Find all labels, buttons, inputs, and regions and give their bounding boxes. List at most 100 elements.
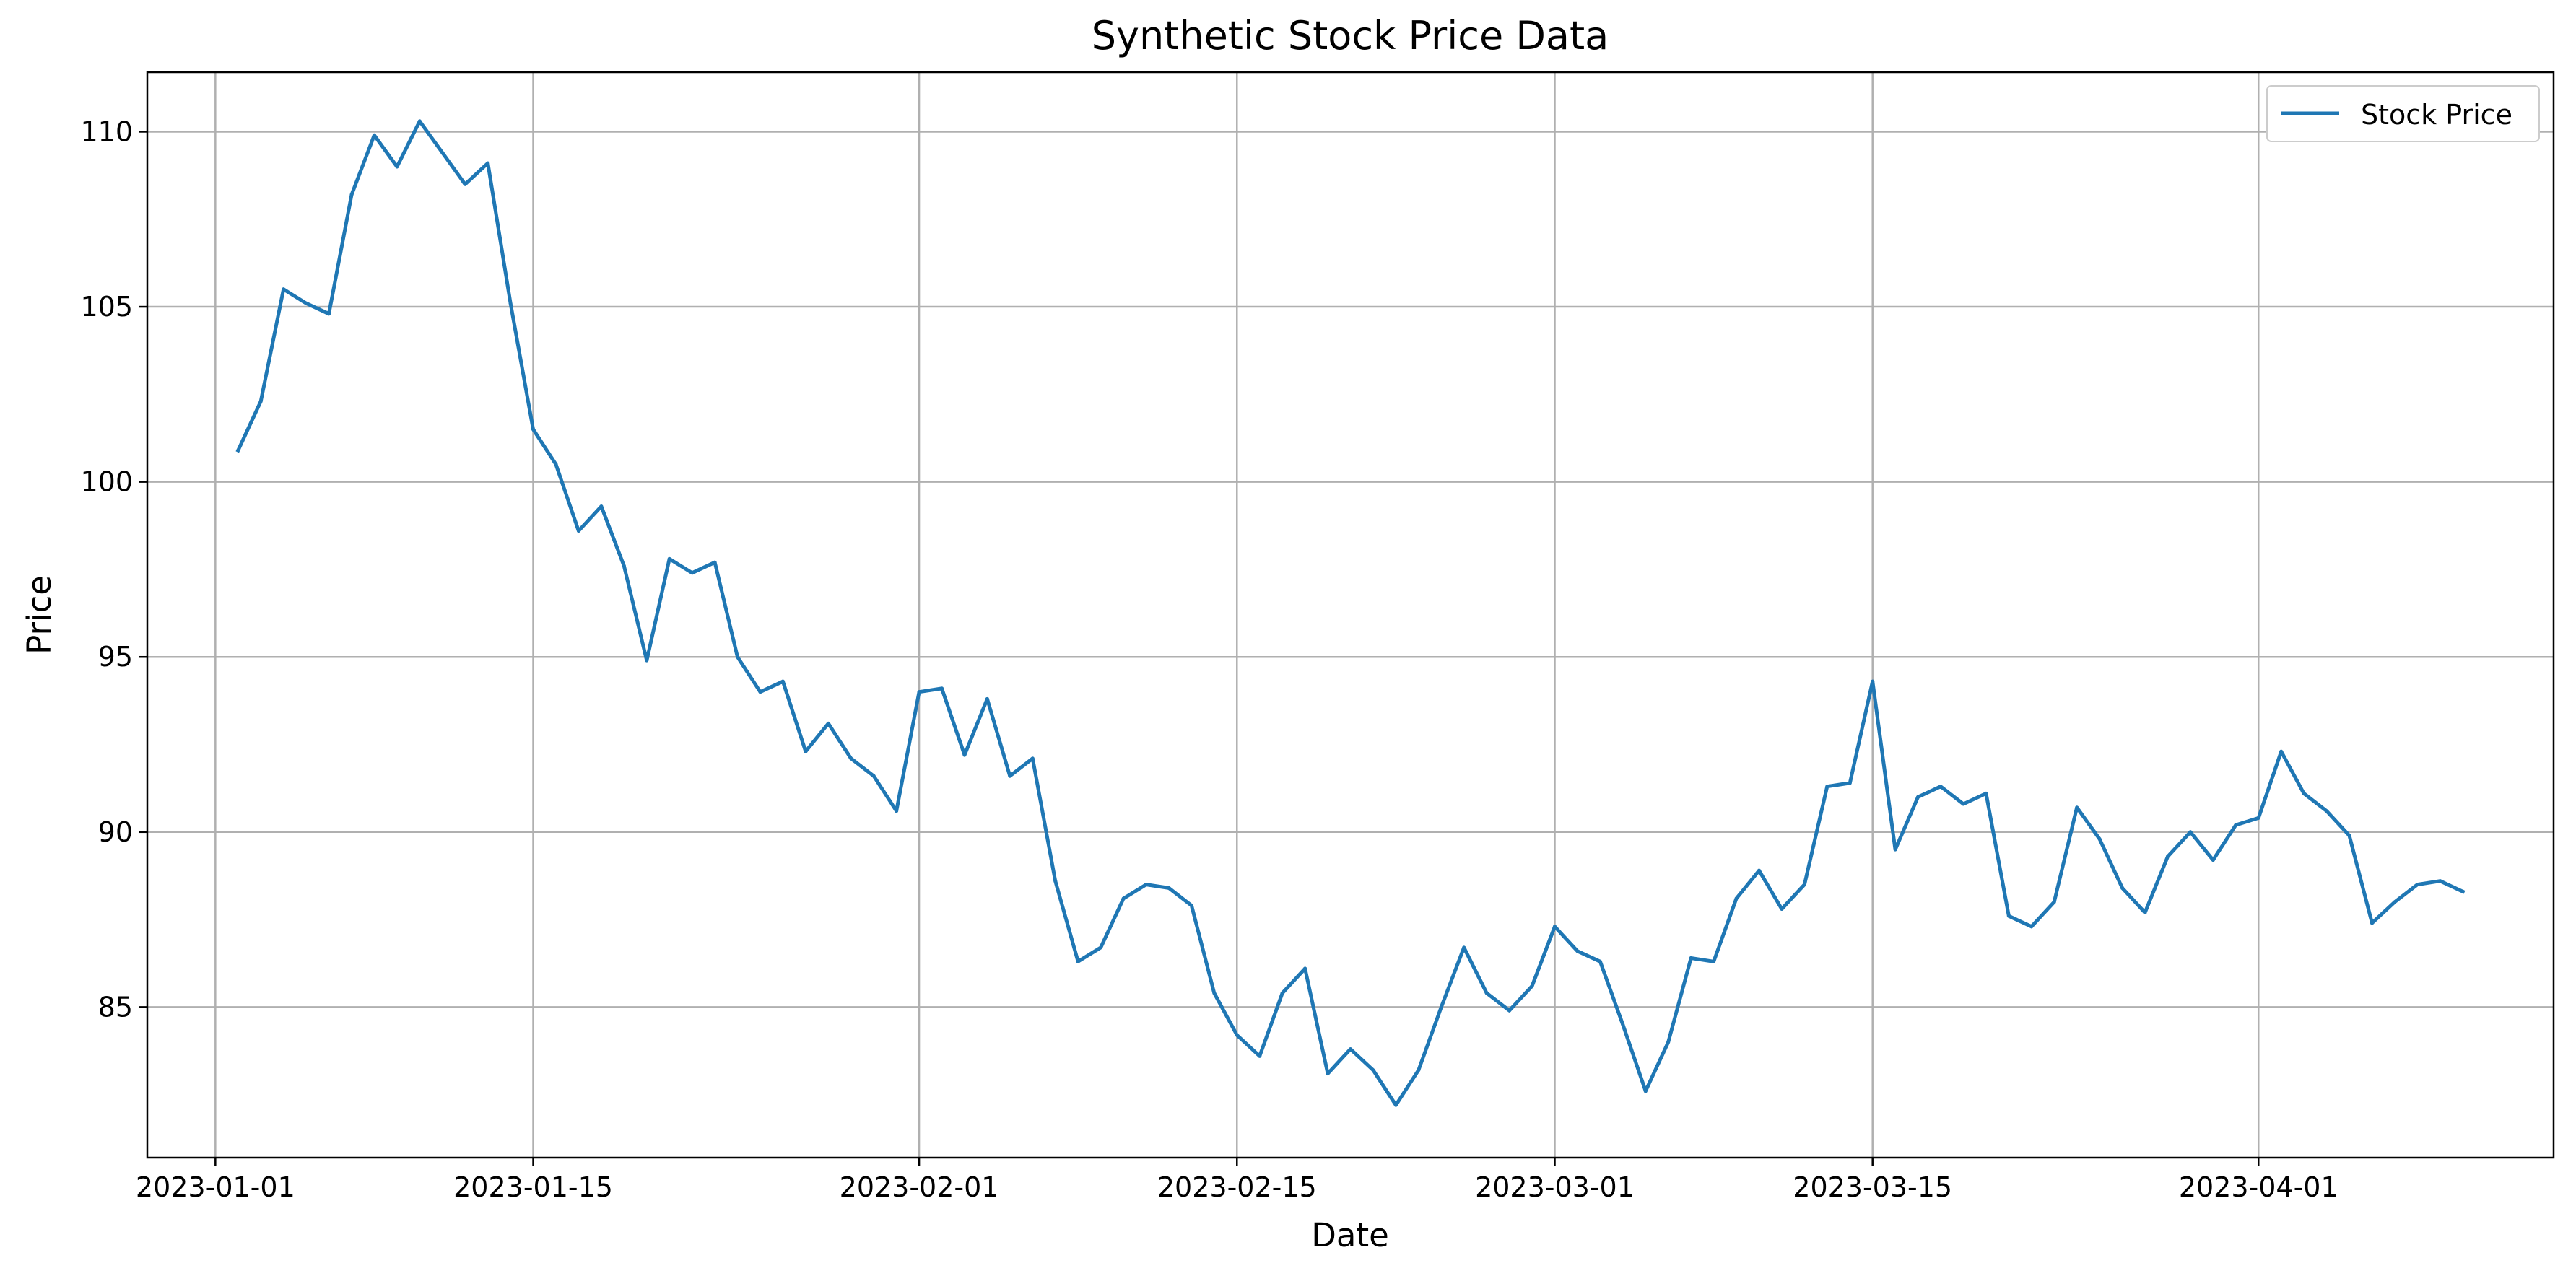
x-tick-label: 2023-02-01: [840, 1171, 999, 1203]
data-point: [1552, 925, 1557, 929]
data-point: [1893, 847, 1897, 852]
data-point: [2075, 805, 2079, 810]
data-point: [531, 427, 536, 432]
data-point: [1371, 1068, 1375, 1072]
data-point: [1439, 1005, 1443, 1009]
y-axis-label: Price: [20, 575, 58, 655]
data-point: [1825, 785, 1829, 789]
x-tick-label: 2023-02-15: [1157, 1171, 1317, 1203]
data-point: [2029, 925, 2034, 929]
data-point: [1734, 896, 1739, 901]
data-point: [1053, 879, 1058, 883]
y-tick-label: 85: [98, 991, 133, 1023]
data-point: [1121, 896, 1126, 901]
data-point: [1598, 959, 1602, 963]
data-point: [622, 564, 626, 568]
data-point: [2188, 830, 2193, 834]
data-point: [2052, 900, 2056, 904]
data-point: [258, 399, 263, 403]
data-point: [2143, 910, 2147, 914]
data-point: [508, 301, 513, 305]
legend: Stock Price: [2266, 85, 2540, 142]
data-point: [758, 690, 762, 694]
data-point: [1076, 959, 1080, 963]
data-point: [917, 690, 921, 694]
data-point: [2165, 855, 2170, 859]
data-point: [2460, 889, 2465, 893]
legend-box: [2266, 85, 2540, 142]
data-point: [1757, 868, 1761, 873]
data-point: [1417, 1068, 1421, 1072]
data-point: [1462, 945, 1466, 950]
data-point: [1326, 1072, 1330, 1076]
data-point: [1802, 883, 1806, 887]
data-point: [1938, 785, 1943, 789]
data-point: [1303, 966, 1307, 971]
data-point: [2234, 823, 2238, 827]
data-point: [395, 165, 399, 169]
data-point: [1167, 886, 1171, 890]
data-point: [985, 696, 989, 701]
data-point: [1643, 1089, 1648, 1093]
chart-title: Synthetic Stock Price Data: [1092, 13, 1609, 58]
data-point: [1780, 907, 1784, 912]
data-point: [2347, 834, 2351, 838]
data-point: [2211, 858, 2215, 862]
data-point: [2279, 749, 2284, 753]
data-point: [1871, 679, 1875, 683]
data-point: [1189, 904, 1193, 908]
data-point: [1984, 791, 1988, 795]
data-point: [1235, 1033, 1239, 1037]
x-tick-label: 2023-03-15: [1793, 1171, 1952, 1203]
y-tick-label: 100: [80, 466, 133, 498]
data-point: [1848, 781, 1852, 785]
data-point: [1530, 984, 1534, 988]
data-point: [304, 301, 308, 305]
x-tick-label: 2023-04-01: [2179, 1171, 2338, 1203]
data-point: [440, 151, 445, 155]
data-point: [2370, 921, 2374, 925]
data-point: [599, 504, 604, 509]
x-axis: 2023-01-01 2023-01-15 2023-02-01 2023-02-15…: [136, 1158, 2338, 1203]
data-point: [895, 809, 899, 813]
data-point: [849, 756, 853, 761]
data-point: [2415, 883, 2419, 887]
data-point: [736, 655, 740, 659]
data-point: [1099, 945, 1103, 950]
data-point: [645, 658, 649, 663]
x-tick-label: 2023-01-01: [136, 1171, 295, 1203]
data-point: [1575, 949, 1580, 953]
data-point: [2393, 900, 2397, 904]
data-point: [576, 529, 580, 533]
x-axis-label: Date: [1311, 1216, 1389, 1254]
data-point: [962, 753, 967, 757]
data-point: [1666, 1040, 1671, 1044]
data-point: [1258, 1054, 1262, 1058]
plot-area-frame: [146, 71, 2555, 1159]
data-point: [1393, 1103, 1398, 1107]
data-point: [282, 287, 286, 292]
data-point: [349, 193, 354, 197]
data-point: [2325, 809, 2329, 813]
data-point: [2302, 791, 2306, 795]
data-point: [1280, 991, 1284, 995]
data-point: [713, 560, 717, 564]
data-point: [486, 161, 490, 165]
data-point: [1712, 959, 1716, 963]
data-point: [1349, 1047, 1352, 1052]
data-point: [1689, 956, 1693, 960]
data-point: [2120, 886, 2125, 890]
data-point: [1008, 774, 1012, 778]
data-point: [2438, 879, 2442, 883]
data-point: [327, 312, 331, 316]
data-point: [2097, 837, 2102, 842]
data-point: [1212, 991, 1217, 995]
y-axis: 85 90 95 100 105 110: [80, 115, 147, 1023]
data-point: [1507, 1008, 1512, 1013]
data-point: [372, 133, 376, 137]
y-tick-label: 110: [80, 115, 133, 147]
data-point: [804, 749, 808, 753]
data-point: [1484, 991, 1489, 995]
data-point: [667, 556, 671, 561]
